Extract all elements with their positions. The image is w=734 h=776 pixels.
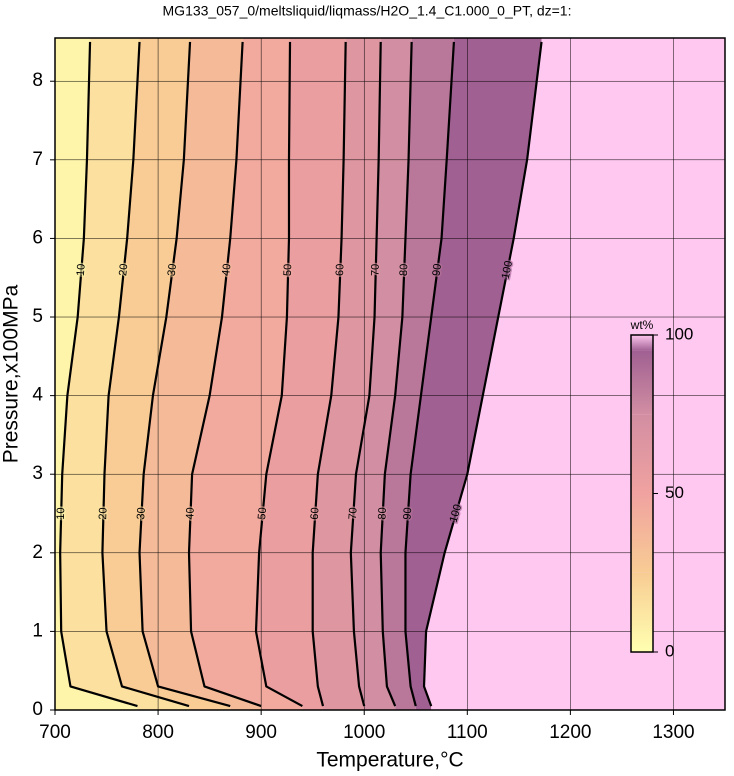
y-tick-label: 8 [32, 70, 43, 91]
contour-label: 30 [166, 263, 179, 277]
y-tick-label: 4 [32, 385, 43, 406]
y-tick-label: 1 [32, 620, 43, 641]
contour-label: 70 [370, 264, 382, 277]
colorbar-segment [631, 493, 653, 573]
contour-region [256, 38, 346, 710]
contour-line [187, 41, 262, 708]
contour-region [405, 38, 542, 710]
colorbar-tick-label: 100 [665, 324, 693, 343]
x-tick-label: 1000 [343, 722, 385, 743]
contour-label: 30 [135, 507, 148, 520]
contour-line [379, 41, 413, 707]
y-tick-label: 6 [32, 227, 43, 248]
contour-label: 60 [334, 263, 346, 276]
x-tick-label: 900 [245, 722, 277, 743]
contour-label: 10 [75, 263, 88, 276]
contour-line [404, 41, 456, 707]
colorbar-segment [631, 572, 653, 652]
contour-line [101, 41, 190, 708]
contour-label: 20 [97, 507, 109, 520]
y-tick-label: 2 [32, 542, 43, 563]
colorbar-segment [631, 335, 653, 351]
y-tick-label: 0 [32, 699, 43, 720]
x-axis-label: Temperature,°C [316, 749, 463, 772]
contour-region [60, 38, 189, 710]
contour-label: 70 [347, 507, 360, 520]
y-axis-label: Pressure,x100MPa [0, 284, 23, 463]
chart-title: MG133_057_0/meltsliquid/liqmass/H2O_1.4_… [163, 3, 572, 19]
y-tick-label: 3 [32, 463, 43, 484]
colorbar-label: wt% [630, 318, 654, 332]
contour-label: 20 [117, 263, 130, 276]
contour-region [139, 38, 262, 710]
y-tick-label: 7 [32, 149, 43, 170]
x-tick-label: 700 [39, 722, 71, 743]
x-tick-label: 1100 [447, 722, 488, 743]
contour-region [350, 38, 412, 710]
contour-label: 10 [55, 507, 67, 520]
contour-label: 40 [220, 263, 233, 276]
plot-area: 10 10 20 20 30 30 40 40 50 50 60 60 70 70 80 80 90 90 100 1… [55, 38, 725, 710]
contour-region [55, 38, 138, 710]
contour-label: 50 [256, 507, 269, 520]
colorbar-tick-label: 0 [665, 641, 674, 660]
contour-line [349, 41, 382, 707]
contour-line [311, 41, 347, 707]
contour-label: 50 [282, 264, 294, 277]
contour-label: 100 [500, 260, 515, 280]
contour-line [138, 41, 231, 708]
x-tick-label: 1200 [549, 722, 591, 743]
colorbar-segment [631, 350, 653, 415]
x-tick-label: 1300 [652, 722, 694, 743]
contour-region [312, 38, 381, 710]
contour-region [189, 38, 303, 710]
contour-label: 40 [184, 507, 196, 520]
contour-region [102, 38, 231, 710]
colorbar-segment [631, 414, 653, 494]
colorbar-tick-label: 50 [665, 483, 684, 502]
contour-label: 90 [402, 507, 415, 520]
plot-frame [54, 37, 726, 711]
contour-line [422, 41, 543, 707]
x-tick-label: 800 [142, 722, 174, 743]
y-tick-label: 5 [32, 306, 43, 327]
contour-label: 60 [309, 507, 322, 520]
contour-line [59, 41, 138, 708]
contour-region [380, 38, 454, 710]
contour-line [254, 41, 303, 708]
contour-label: 90 [431, 263, 444, 277]
contour-label: 80 [398, 263, 410, 276]
contour-label: 80 [376, 507, 389, 520]
